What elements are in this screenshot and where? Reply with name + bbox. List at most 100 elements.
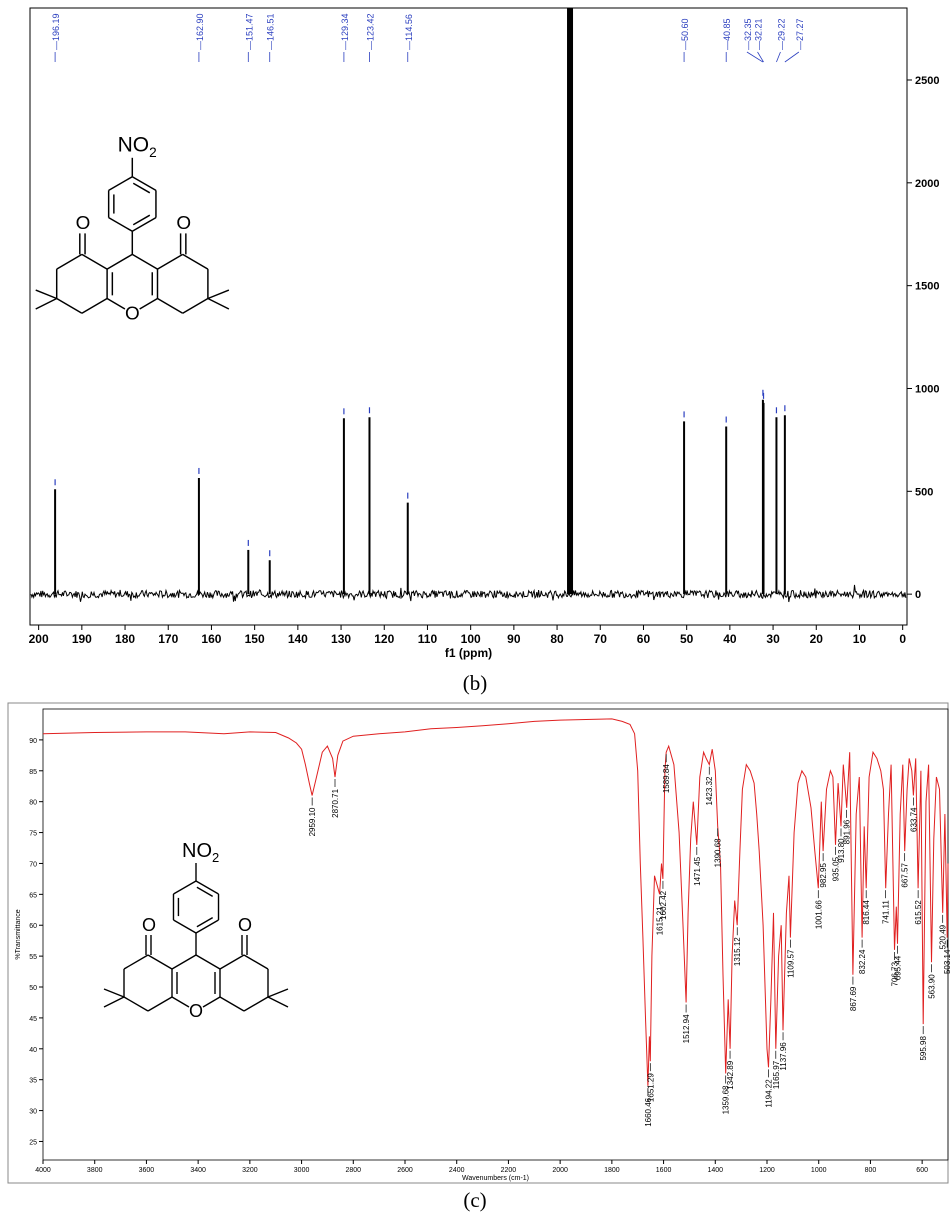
- no2-subscript: 2: [149, 145, 157, 160]
- band-label: 891.96: [843, 819, 852, 844]
- x-tick-label: 110: [418, 632, 438, 646]
- x-tick-label: 30: [766, 632, 780, 646]
- band-label: 1165.97: [772, 1060, 781, 1089]
- x-tick-label: 50: [680, 632, 694, 646]
- y-tick-label: 75: [29, 831, 37, 838]
- y-tick-label: 60: [29, 923, 37, 930]
- peak-label: —151.47: [244, 13, 254, 50]
- band-label: 982.95: [819, 863, 828, 888]
- x-axis-label: Wavenumbers (cm-1): [462, 1175, 529, 1182]
- x-tick-label: 3200: [242, 1167, 258, 1174]
- x-tick-label: 20: [810, 632, 824, 646]
- x-tick-label: 60: [637, 632, 651, 646]
- bond: [56, 253, 83, 270]
- x-tick-label: 10: [853, 632, 867, 646]
- molecule-structure: NO2 O O O: [103, 840, 289, 1021]
- bond: [171, 996, 190, 1008]
- bond: [106, 253, 133, 270]
- ir-spectrum-line: [42, 718, 949, 1086]
- peak-label: —129.34: [340, 13, 350, 50]
- y-tick-label: 25: [29, 1139, 37, 1146]
- carbonyl-oxygen-label: O: [176, 213, 191, 234]
- bond: [147, 954, 173, 970]
- plot-frame: [29, 7, 908, 626]
- phenyl-bond: [195, 919, 219, 934]
- x-tick-label: 600: [916, 1167, 928, 1174]
- x-tick-label: 40: [723, 632, 737, 646]
- x-tick-label: 190: [72, 632, 92, 646]
- carbonyl-oxygen-label: O: [238, 915, 252, 935]
- peak-label: —196.19: [51, 13, 61, 50]
- bond: [171, 954, 197, 970]
- band-label: 1194.22: [764, 1079, 773, 1108]
- solvent-peak: [567, 8, 574, 595]
- bond: [81, 297, 108, 314]
- y-tick-label: 45: [29, 1016, 37, 1023]
- y-tick-label: 1000: [915, 383, 939, 395]
- x-tick-label: 160: [201, 632, 221, 646]
- ir-spectrum-panel: 2959.10 2870.71 1660.46 1651.29 1615.21 1602.…: [0, 695, 950, 1185]
- bond: [131, 253, 158, 270]
- band-label: 1342.89: [726, 1060, 735, 1089]
- peak-label: —32.21: [754, 18, 764, 50]
- no2-label: NO2: [182, 840, 219, 865]
- bond: [106, 297, 126, 310]
- x-tick-label: 2400: [449, 1167, 465, 1174]
- band-label: 2959.10: [308, 807, 317, 836]
- band-label: 1589.84: [662, 764, 671, 793]
- bond: [182, 253, 209, 270]
- methyl-bond: [267, 988, 289, 998]
- y-tick-label: 80: [29, 800, 37, 807]
- band-label: 1359.68: [722, 1085, 731, 1114]
- x-tick-label: 1200: [759, 1167, 775, 1174]
- y-tick-label: 90: [29, 738, 37, 745]
- methyl-bond: [207, 297, 230, 310]
- bond: [157, 297, 184, 314]
- no2-subscript: 2: [212, 850, 219, 865]
- plot-frame: [42, 708, 949, 1161]
- bond: [147, 996, 173, 1012]
- band-label: 913.80: [837, 838, 846, 863]
- x-tick-label: 4000: [35, 1167, 51, 1174]
- y-tick-label: 50: [29, 985, 37, 992]
- band-label: 595.98: [919, 1036, 928, 1061]
- band-label: 935.05: [832, 856, 841, 881]
- bond: [157, 253, 184, 270]
- phenyl-bond: [108, 176, 133, 191]
- caption-b: (b): [462, 671, 488, 695]
- x-tick-label: 80: [550, 632, 564, 646]
- x-tick-label: 2800: [345, 1167, 361, 1174]
- x-tick-label: 70: [594, 632, 608, 646]
- phenyl-bond: [108, 217, 133, 232]
- molecule-structure: NO2 O O O: [35, 134, 230, 325]
- methyl-bond: [103, 996, 125, 1008]
- y-tick-label: 65: [29, 892, 37, 899]
- band-label: 1651.29: [646, 1073, 655, 1102]
- x-tick-label: 150: [245, 632, 265, 646]
- spectrum-baseline: [30, 584, 907, 603]
- caption-c: (c): [463, 1188, 487, 1212]
- peak-label-leader: [784, 51, 800, 63]
- no2-label: NO2: [118, 134, 157, 160]
- bond: [202, 996, 221, 1008]
- y-tick-label: 2500: [915, 75, 939, 87]
- band-label: 832.24: [858, 949, 867, 974]
- phenyl-double-bond: [132, 214, 151, 226]
- phenyl-bond: [131, 217, 157, 232]
- peak-label-leader: [757, 51, 764, 63]
- x-tick-label: 1000: [811, 1167, 827, 1174]
- x-tick-label: 1600: [656, 1167, 672, 1174]
- band-label: 667.57: [901, 863, 910, 888]
- band-label: 816.44: [862, 900, 871, 925]
- bond: [243, 954, 269, 970]
- bond: [219, 954, 245, 970]
- band-label: 1512.94: [682, 1014, 691, 1043]
- y-axis-label: %Transmittance: [15, 909, 22, 959]
- y-tick-label: 0: [915, 589, 921, 601]
- bond: [139, 297, 158, 310]
- bond: [182, 297, 209, 314]
- band-label: 1315.12: [733, 937, 742, 966]
- phenyl-double-bond: [132, 182, 151, 194]
- carbonyl-oxygen-label: O: [142, 915, 156, 935]
- peak-label: —27.27: [795, 18, 805, 50]
